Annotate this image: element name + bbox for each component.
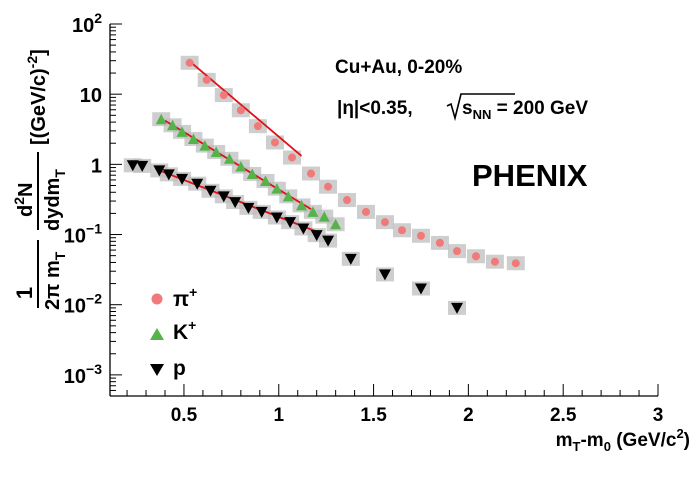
data-point-kaon: [167, 119, 179, 131]
x-axis-label: mT-m0 (GeV/c2): [556, 426, 690, 454]
legend-marker-pion: [151, 293, 163, 305]
data-point-pion: [324, 182, 333, 191]
data-point-kaon: [235, 161, 247, 172]
data-point-kaon: [187, 133, 199, 144]
data-point-proton: [204, 185, 217, 197]
data-point-proton: [284, 217, 297, 229]
data-point-proton: [162, 169, 175, 181]
data-point-proton: [378, 269, 391, 281]
data-point-pion: [270, 138, 279, 147]
legend-marker-kaon: [150, 328, 164, 340]
data-point-pion: [416, 231, 425, 240]
legend-marker-proton: [150, 364, 164, 376]
data-point-proton: [217, 191, 230, 203]
data-point-proton: [310, 230, 323, 242]
data-point-kaon: [176, 126, 188, 137]
data-point-pion: [471, 252, 480, 261]
data-point-kaon: [282, 190, 294, 202]
data-point-proton: [270, 212, 283, 224]
data-point-pion: [453, 247, 462, 256]
experiment-label: PHENIX: [472, 158, 588, 193]
data-point-kaon: [259, 175, 271, 186]
data-point-proton: [191, 178, 204, 190]
data-point-pion: [202, 75, 211, 84]
legend-entry-kaon: K+: [150, 317, 196, 344]
data-point-pion: [306, 169, 315, 178]
y-tick-label: 1: [91, 155, 102, 177]
legend-entry-proton: p: [150, 357, 186, 380]
data-point-pion: [185, 58, 194, 67]
data-point-proton: [242, 202, 255, 214]
data-point-pion: [236, 106, 245, 115]
y-tick-label: 10−2: [64, 291, 102, 318]
data-point-proton: [255, 206, 268, 218]
data-point-kaon: [307, 206, 319, 217]
data-point-kaon: [271, 183, 283, 194]
y-label-frac1-den: 2π mT: [42, 251, 68, 310]
data-point-proton: [297, 223, 310, 235]
plot-frame: [109, 24, 658, 397]
svg-text:sNN = 200 GeV: sNN = 200 GeV: [462, 98, 588, 122]
data-markers: [126, 58, 520, 314]
svg-text:|η|<0.35,: |η|<0.35,: [337, 98, 413, 119]
data-point-pion: [490, 257, 499, 266]
data-point-proton: [451, 302, 464, 314]
data-point-pion: [511, 259, 520, 268]
data-point-kaon: [210, 146, 222, 157]
y-label-units: [(GeV/c)-2]: [24, 49, 50, 145]
x-tick-label: 1: [273, 405, 284, 426]
x-tick-label: 2.5: [550, 405, 577, 426]
data-point-kaon: [318, 211, 330, 222]
annotation-rapidity: |η|<0.35, sNN = 200 GeV: [337, 93, 588, 122]
data-point-proton: [126, 160, 139, 172]
fit-line-pion: [187, 59, 303, 157]
data-point-pion: [288, 153, 297, 162]
data-point-proton: [229, 197, 242, 209]
data-point-pion: [253, 122, 262, 131]
x-tick-label: 0.5: [171, 405, 198, 426]
y-tick-label: 102: [72, 10, 102, 37]
svg-text:p: p: [173, 357, 186, 380]
data-point-pion: [343, 196, 352, 205]
data-point-proton: [136, 160, 149, 172]
data-point-kaon: [199, 140, 211, 151]
y-label-frac1-num: 1: [12, 287, 37, 299]
data-point-proton: [414, 283, 427, 295]
x-tick-label: 2: [463, 405, 474, 426]
legend: π+ K+ p: [150, 284, 197, 380]
data-point-proton: [153, 165, 166, 177]
y-tick-label: 10: [80, 85, 102, 107]
svg-text:π+: π+: [173, 284, 197, 311]
data-point-pion: [398, 226, 407, 235]
data-point-kaon: [155, 113, 167, 125]
y-axis-label: 1 2π mT d2N dydmT [(GeV/c)-2]: [11, 49, 68, 310]
data-point-proton: [322, 235, 335, 247]
y-tick-label: 10−1: [64, 221, 102, 248]
legend-entry-pion: π+: [151, 284, 197, 311]
x-tick-label: 3: [653, 405, 664, 426]
sqrt-icon: [446, 93, 515, 122]
y-tick-label: 10−3: [64, 361, 102, 388]
x-tick-label: 1.5: [360, 405, 387, 426]
data-point-kaon: [246, 168, 258, 179]
data-point-proton: [344, 253, 357, 265]
data-point-proton: [176, 173, 189, 185]
data-point-pion: [435, 238, 444, 247]
y-label-frac2-den: dydmT: [42, 169, 68, 231]
annotation-system: Cu+Au, 0-20%: [335, 57, 462, 78]
y-label-frac2-num: d2N: [11, 183, 37, 217]
data-point-pion: [380, 218, 389, 227]
data-point-kaon: [296, 199, 308, 211]
data-point-pion: [219, 91, 228, 100]
data-point-kaon: [330, 218, 342, 230]
axis-ticks: 0.5 1 1.5 2 2.5 3 10−3 10−2 10−1 1 10 102: [64, 10, 664, 426]
svg-text:K+: K+: [173, 317, 196, 344]
data-point-kaon: [223, 153, 235, 164]
data-point-pion: [361, 207, 370, 216]
